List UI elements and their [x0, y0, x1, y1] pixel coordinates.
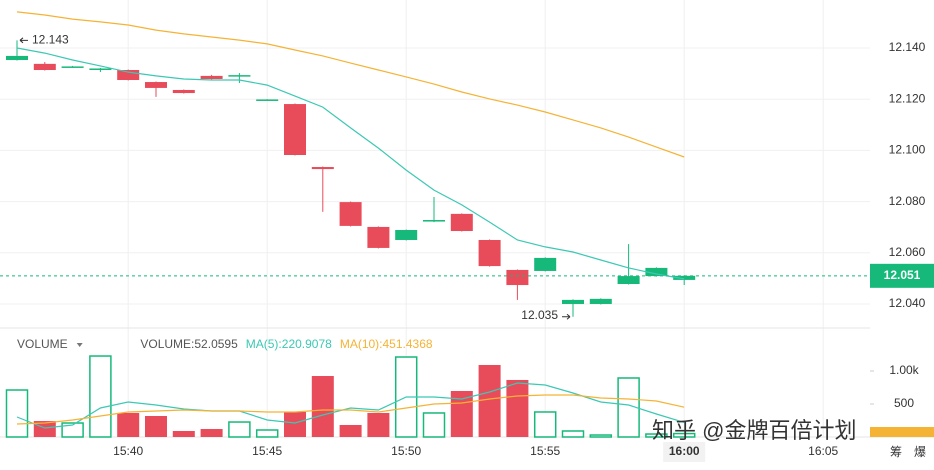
volume-bar	[561, 430, 585, 438]
volume-bar	[367, 412, 390, 437]
candle-body	[284, 104, 306, 155]
candle-body	[256, 99, 279, 101]
watermark: 知乎 @金牌百倍计划	[652, 418, 856, 443]
legend-entry: MA(10):451.4368	[340, 337, 433, 351]
corner-button[interactable]: 爆	[914, 445, 926, 459]
volume-bar	[255, 429, 279, 438]
candle-body	[450, 213, 473, 232]
volume-bar	[33, 421, 56, 437]
y-tick-label: 12.140	[889, 40, 926, 54]
high-label: 12.143	[32, 32, 69, 46]
x-tick-label: 15:45	[252, 444, 282, 458]
x-tick-label: 15:40	[113, 444, 143, 458]
current-price-box	[870, 263, 934, 288]
candle-body	[673, 275, 696, 280]
ma-line	[16, 382, 685, 429]
volume-bar	[422, 412, 446, 438]
candle-body	[589, 298, 612, 304]
volume-tick-label: 500	[894, 396, 914, 410]
volume-bar	[506, 379, 529, 437]
volume-bar	[145, 416, 167, 437]
candle-body	[339, 202, 362, 226]
marks	[0, 11, 870, 438]
candle-body	[89, 68, 112, 70]
volume-bar	[478, 364, 501, 437]
candle-body	[311, 167, 334, 170]
y-tick-label: 12.080	[889, 194, 926, 208]
volume-bar	[5, 389, 29, 438]
volume-bar	[89, 355, 112, 438]
legend-dropdown[interactable]	[76, 343, 83, 347]
volume-bar	[311, 376, 334, 437]
volume-bar	[284, 411, 306, 437]
volume-bar	[61, 422, 84, 438]
candle-body	[172, 89, 195, 94]
volume-tick-label: 1.00k	[889, 363, 919, 377]
volume-bar	[200, 429, 223, 437]
legend-entry: MA(5):220.9078	[246, 337, 332, 351]
candle-body	[117, 70, 140, 80]
volume-bar	[533, 411, 557, 438]
arrow	[19, 37, 28, 44]
y-tick-label: 12.060	[889, 245, 926, 259]
low-label: 12.035	[521, 308, 558, 322]
volume-bar	[228, 421, 251, 438]
labels: 12.040 12.060 12.080 12.100 12.120 12.140 12.1…	[17, 0, 934, 462]
volume-bar	[117, 412, 140, 437]
volume-bar	[172, 430, 195, 437]
y-tick-label: 12.160	[889, 0, 926, 3]
volume-current-box	[870, 427, 934, 437]
ma-line	[16, 47, 685, 280]
y-tick-label: 12.120	[889, 91, 926, 105]
candle-body	[61, 66, 84, 68]
candle-body	[506, 269, 529, 286]
current-time-box	[663, 442, 706, 462]
x-tick-label: 15:55	[530, 444, 560, 458]
arrow	[562, 313, 571, 320]
candle-body	[617, 276, 640, 285]
candle-body	[562, 299, 584, 304]
y-tick-label: 12.100	[889, 143, 926, 157]
candle-body	[478, 239, 501, 267]
volume-bar	[339, 424, 362, 437]
candle-body	[645, 267, 668, 277]
volume-bar	[589, 434, 613, 438]
x-tick-label: 16:00	[669, 444, 700, 458]
ma-line	[16, 11, 685, 158]
candle-body	[33, 63, 56, 71]
candle-body	[534, 257, 557, 271]
current-price-label: 12.051	[884, 268, 921, 282]
y-tick-label: 12.040	[889, 296, 926, 310]
candle-body	[423, 220, 445, 222]
volume-bar	[617, 377, 640, 438]
corner-button[interactable]: 筹	[890, 445, 902, 459]
candle-body	[145, 82, 167, 88]
candle-body	[6, 55, 28, 61]
volume-bar	[672, 432, 696, 438]
candle-body	[228, 75, 251, 77]
candle-body	[395, 230, 418, 240]
x-tick-label: 15:50	[391, 444, 421, 458]
ma-line	[16, 394, 685, 425]
legend-entry: VOLUME	[17, 337, 68, 351]
legend-entry: VOLUME:52.0595	[140, 337, 238, 351]
candle-body	[200, 75, 223, 79]
volume-bar	[645, 433, 668, 438]
x-tick-label: 16:05	[808, 444, 838, 458]
candle-body	[367, 226, 390, 248]
